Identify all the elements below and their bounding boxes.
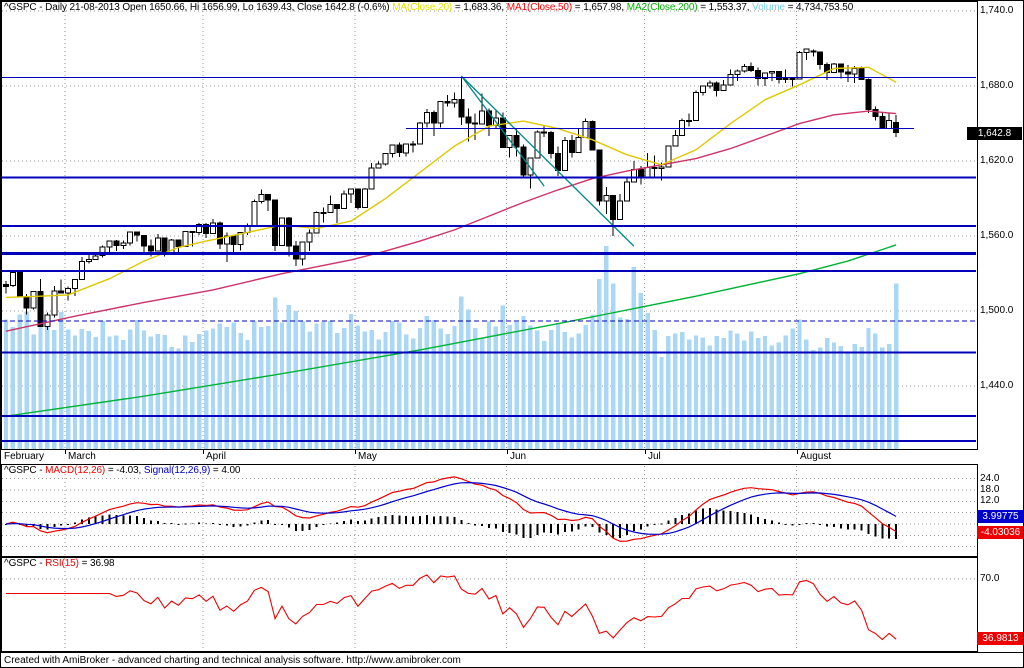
macd-value: = -4.03, [105,465,144,476]
footer-link[interactable]: http://www.amibroker.com [346,655,461,666]
month-label: May [358,451,377,462]
month-tick [355,450,356,454]
month-label: April [206,451,227,462]
price-axis-label: 1,620.0 [980,155,1014,166]
price-axis-label: 1,440.0 [980,380,1014,391]
month-tick [65,450,66,454]
macd-lines [5,476,897,542]
support-resistance-lines [2,76,976,443]
ma50-value: = 1,657.98, [572,2,627,13]
rsi-axis: 70.0 [978,557,1023,652]
macd-pane[interactable]: ^GSPC - MACD(12,26) = -4.03, Signal(12,2… [1,464,978,557]
macd-value-box: -4.03036 [977,526,1023,539]
price-chart[interactable] [1,1,978,450]
ma20-legend: MA(Close,20) [392,2,453,13]
macd-gridlines [2,466,976,555]
macd-histogram [5,508,898,540]
rsi-chart[interactable] [1,557,978,652]
price-axis-label: 1,560.0 [980,230,1014,241]
ma200-value: = 1,553.37, [697,2,753,13]
footer: Created with AmiBroker - advanced charti… [1,652,1023,667]
ma50-legend: MA1(Close,50) [506,2,573,13]
moving-averages [5,66,897,417]
price-axis-label: 1,680.0 [980,80,1014,91]
signal-legend: Signal(12,26,9) [143,465,211,476]
volume-legend: Volume [752,2,785,13]
month-label: August [800,451,832,462]
rsi-pane[interactable]: ^GSPC - RSI(15) = 36.98 [1,557,978,652]
trendlines [460,75,635,247]
signal-value-box: 3.99775 [977,510,1023,523]
rsi-axis-label: 70.0 [980,573,1000,584]
macd-symbol-text: ^GSPC - [4,465,46,476]
rsi-value-box: 36.9813 [977,632,1023,645]
price-pane[interactable]: ^GSPC - Daily 21-08-2013 Open 1650.66, H… [1,1,978,450]
month-label: February [4,451,45,462]
macd-axis-label: 12.0 [980,495,1000,506]
footer-text: Created with AmiBroker - advanced charti… [4,655,347,666]
price-axis-label: 1,740.0 [980,5,1014,16]
rsi-value: = 36.98 [78,558,115,569]
rsi-legend: RSI(15) [45,558,79,569]
price-axis-label: 1,500.0 [980,305,1014,316]
rsi-gridlines [2,559,976,650]
rsi-line [6,574,897,641]
macd-pane-title: ^GSPC - MACD(12,26) = -4.03, Signal(12,2… [4,465,241,476]
volume-value: = 4,734,753.50 [784,2,854,13]
candles [3,48,900,330]
month-label: March [68,451,96,462]
ma20-value: = 1,683.36, [452,2,507,13]
month-label: Jul [648,451,661,462]
month-tick [203,450,204,454]
rsi-symbol-text: ^GSPC - [4,558,46,569]
month-tick [797,450,798,454]
volume-bars [3,246,899,450]
price-pane-title: ^GSPC - Daily 21-08-2013 Open 1650.66, H… [4,2,853,13]
macd-axis-label: 18.0 [980,484,1000,495]
macd-axis-label: 24.0 [980,473,1000,484]
month-tick [507,450,508,454]
title-ohlc-text: ^GSPC - Daily 21-08-2013 Open 1650.66, H… [4,2,393,13]
rsi-pane-title: ^GSPC - RSI(15) = 36.98 [4,558,115,569]
last-price-box: 1,642.8 [967,127,1022,140]
signal-value: = 4.00 [210,465,241,476]
date-axis: February March April May Jun Jul August [1,450,978,464]
month-label: Jun [510,451,527,462]
price-axis: 1,740.0 1,680.0 1,620.0 1,560.0 1,500.0 1,440… [978,1,1023,450]
ma200-legend: MA2(Close,200) [626,2,698,13]
macd-legend: MACD(12,26) [45,465,106,476]
month-tick [645,450,646,454]
macd-chart[interactable] [1,464,978,557]
macd-axis: 24.0 18.0 12.0 [978,464,1023,557]
